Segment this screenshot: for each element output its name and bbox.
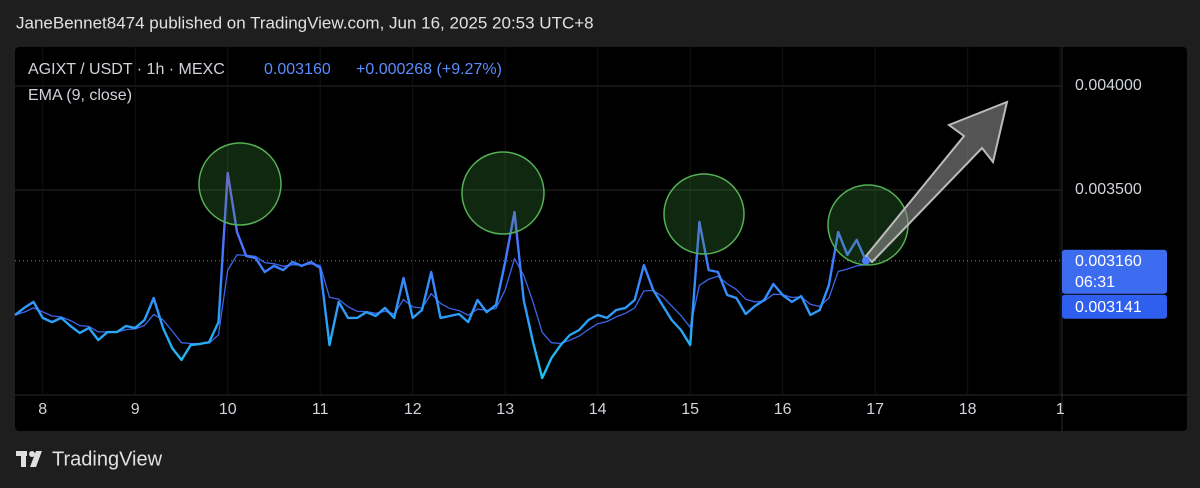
- x-tick-label: 11: [312, 401, 329, 418]
- x-tick-label: 14: [589, 401, 607, 418]
- price-change: +0.000268 (+9.27%): [356, 61, 502, 78]
- ema-line: [14, 254, 866, 345]
- y-tick-label: 0.003500: [1075, 181, 1142, 198]
- chart-pane: [15, 47, 1187, 431]
- publisher: JaneBennet8474 published on TradingView.…: [16, 13, 594, 32]
- highlight-circle: [461, 151, 545, 235]
- arrow: [864, 100, 1009, 264]
- price-line: [14, 171, 867, 380]
- logo: [16, 451, 42, 467]
- last-price-dot: [861, 256, 870, 265]
- ema-label: 0.003141: [1075, 299, 1142, 316]
- price-label-box: [1062, 249, 1167, 294]
- x-tick-label: 15: [681, 401, 699, 418]
- x-tick-label: 17: [866, 401, 884, 418]
- x-tick-label: 9: [131, 401, 140, 418]
- indicator-name: EMA (9, close): [28, 87, 132, 104]
- ema-label-box: [1062, 294, 1167, 319]
- x-tick-label: 12: [404, 401, 422, 418]
- price-label: 0.003160: [1075, 253, 1142, 270]
- brand: TradingView: [52, 448, 163, 470]
- symbol: AGIXT / USDT · 1h · MEXC: [28, 61, 225, 78]
- x-tick-label: 8: [38, 401, 47, 418]
- x-tick-label: 16: [774, 401, 792, 418]
- logo-part: [21, 451, 26, 467]
- x-tick-label: 18: [959, 401, 977, 418]
- x-tick-label: 10: [219, 401, 237, 418]
- logo-part: [29, 451, 35, 457]
- last-price: 0.003160: [264, 61, 331, 78]
- logo-part: [30, 451, 42, 467]
- highlight-circle: [663, 173, 745, 255]
- countdown: 06:31: [1075, 274, 1115, 291]
- x-tick-label: 13: [496, 401, 514, 418]
- x-tick-label: 1: [1056, 401, 1065, 418]
- highlight-circle: [198, 142, 282, 226]
- y-tick-label: 0.004000: [1075, 77, 1142, 94]
- annotations: [198, 142, 909, 266]
